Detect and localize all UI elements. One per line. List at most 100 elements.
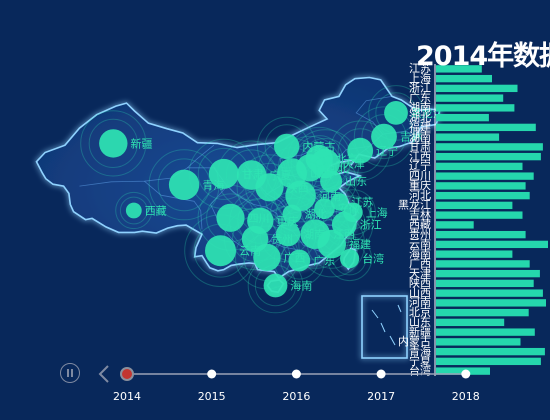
bar-axis-label: 甘肃 [409,140,431,153]
bar-axis-label: 北京 [409,305,431,319]
bar-13[interactable] [436,191,530,200]
bar-20[interactable] [436,260,530,268]
bar-28[interactable] [436,338,521,346]
timeline-year-label[interactable]: 2015 [197,390,226,403]
bar-axis-label: 云南 [409,238,431,251]
bar-5[interactable] [436,113,489,122]
region-label: 湖北 [305,208,327,221]
region-bubble-24[interactable] [327,236,373,282]
bar-25[interactable] [436,308,529,317]
bar-axis-label: 湖南 [409,130,431,143]
timeline-year-label[interactable]: 2017 [367,390,396,403]
region-label: 黑龙江 [411,107,444,120]
bar-30[interactable] [436,357,541,366]
bar-axis-label: 新疆 [409,324,431,338]
bar-18[interactable] [436,240,548,249]
bar-19[interactable] [436,250,513,258]
timeline-year-label[interactable]: 2014 [113,390,141,403]
play-pause-button[interactable] [60,363,80,383]
bar-axis-label: 黑龙江 [398,199,431,212]
bar-11[interactable] [436,172,534,180]
region-label: 安徽 [338,202,360,216]
bar-axis-label: 辽宁 [409,159,431,173]
region-label: 山西 [310,167,332,180]
region-label: 台湾 [362,252,384,266]
region-label: 陕西 [287,180,309,194]
region-label: 重庆 [277,214,299,228]
bar-2[interactable] [436,84,518,93]
bar-24[interactable] [436,299,546,307]
bar-axis-label: 江西 [409,150,431,163]
region-label: 广东 [313,255,335,268]
bar-27[interactable] [436,328,535,336]
bar-12[interactable] [436,182,526,190]
prev-arrow-icon[interactable] [97,364,111,384]
bar-21[interactable] [436,269,540,278]
bar-4[interactable] [436,104,515,112]
province-border [270,240,301,251]
bar-axis-label: 江苏 [409,62,431,75]
region-label: 西藏 [145,205,167,218]
bar-22[interactable] [436,279,534,288]
bar-axis-label: 陕西 [409,276,431,290]
bar-axis-label: 河北 [409,189,431,202]
region-label: 河北 [327,162,349,175]
bar-17[interactable] [436,230,526,239]
bar-7[interactable] [436,133,500,141]
bar-axis-label: 广西 [409,257,431,270]
bar-6[interactable] [436,123,536,132]
region-bubble-0[interactable] [80,110,147,177]
bar-axis-label: 山东 [409,316,431,329]
pause-icon [67,369,69,377]
bar-15[interactable] [436,211,523,219]
bar-axis-label: 海南 [409,246,431,260]
bar-29[interactable] [436,347,545,356]
bar-9[interactable] [436,152,541,161]
region-bubble-7[interactable] [353,106,415,167]
bar-axis-label: 湖南 [409,101,431,114]
bar-3[interactable] [436,94,504,102]
region-label: 甘肃 [242,168,264,181]
region-label: 河南 [319,190,341,203]
bar-14[interactable] [436,201,513,210]
region-bubble-23[interactable] [298,210,366,278]
bar-axis-label: 台湾 [409,363,431,377]
region-label: 贵州 [271,233,293,246]
chart-title: 2014年数据 [416,41,550,72]
timeline-year-label[interactable]: 2018 [451,390,480,403]
bar-16[interactable] [436,221,474,229]
region-bubble-1[interactable] [115,191,153,230]
bar-23[interactable] [436,289,543,297]
region-bubble-18[interactable] [300,184,349,233]
bar-axis-label: 福建 [409,120,431,134]
bar-axis-label: 山西 [409,286,431,299]
bar-10[interactable] [436,162,523,171]
region-label: 福建 [349,237,371,251]
region-label: 天津 [343,158,365,171]
south-china-sea-inset [361,295,408,359]
bar-31[interactable] [436,367,490,375]
region-label: 吉林 [400,130,422,144]
region-bubble-30[interactable] [184,214,257,287]
region-label: 海南 [290,279,312,293]
region-bubble-31[interactable] [247,257,304,314]
bar-26[interactable] [436,318,505,327]
bar-axis-label: 浙江 [409,82,431,95]
bar-8[interactable] [436,143,543,151]
region-bubble-14[interactable] [305,155,358,208]
timeline-year-label[interactable]: 2016 [282,390,311,403]
region-label: 新疆 [131,136,153,150]
pause-icon-bar [71,369,73,377]
bar-1[interactable] [436,74,492,83]
region-bubble-2[interactable] [148,149,220,221]
bar-axis-label: 内蒙古 [398,334,431,348]
bar-axis-label: 西藏 [409,218,431,231]
region-label: 北京 [336,152,358,166]
region-label: 浙江 [360,219,382,232]
bar-axis-label: 宁夏 [409,354,431,368]
bar-axis-label: 天津 [409,267,431,280]
bar-0[interactable] [436,65,482,73]
